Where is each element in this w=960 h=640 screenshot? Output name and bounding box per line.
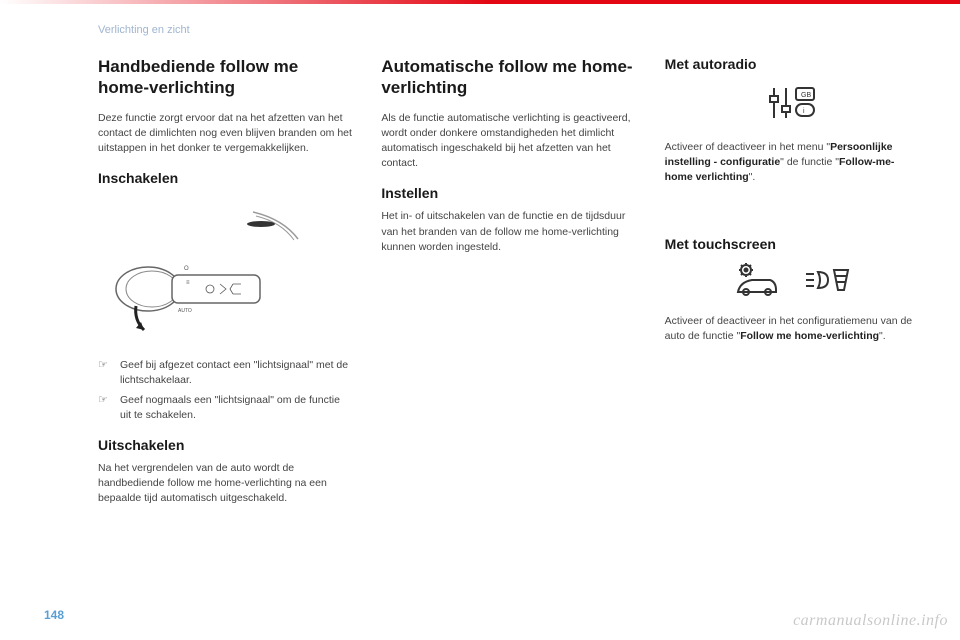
autoradio-icon-row: GB i [665,82,920,124]
pointer-icon: ☞ [98,393,120,423]
col2-body: Het in- of uitschakelen van de functie e… [381,209,636,255]
bullet-text: Geef bij afgezet contact een "lichtsigna… [120,358,353,388]
text-fragment: ". [879,330,886,342]
col1-h2-disable: Uitschakelen [98,437,353,453]
col1-h2-enable: Inschakelen [98,170,353,186]
col2-title: Automatische follow me home-verlichting [381,56,636,99]
page-number: 148 [44,608,64,622]
bullet-text: Geef nogmaals een "lichtsignaal" om de f… [120,393,353,423]
text-fragment: ". [749,171,756,183]
col3-h2-touch: Met touchscreen [665,236,920,252]
column-manual-follow-me: Handbediende follow me home-verlichting … [98,56,353,513]
col3-p1: Activeer of deactiveer in het menu "Pers… [665,140,920,186]
svg-text:O: O [184,266,189,272]
bold-fragment: Follow me home-verlichting [740,330,879,342]
col1-outro: Na het vergrendelen van de auto wordt de… [98,461,353,507]
col2-intro: Als de functie automatische verlichting … [381,111,636,172]
breadcrumb: Verlichting en zicht [98,24,190,36]
col2-h2-set: Instellen [381,185,636,201]
col1-intro: Deze functie zorgt ervoor dat na het afz… [98,111,353,157]
watermark: carmanualsonline.info [793,612,948,630]
svg-text:AUTO: AUTO [178,308,192,314]
headlight-timer-icon [804,262,850,298]
svg-text:GB: GB [801,92,811,99]
col3-p2: Activeer of deactiveer in het configurat… [665,314,920,344]
column-auto-follow-me: Automatische follow me home-verlichting … [381,56,636,513]
pointer-icon: ☞ [98,358,120,388]
column-settings: Met autoradio GB i Activeer of deactivee… [665,56,920,513]
list-item: ☞ Geef bij afgezet contact een "lichtsig… [98,358,353,388]
touchscreen-icon-row [665,262,920,298]
col1-bullets: ☞ Geef bij afgezet contact een "lichtsig… [98,358,353,423]
list-item: ☞ Geef nogmaals een "lichtsignaal" om de… [98,393,353,423]
text-fragment: Activeer of deactiveer in het menu " [665,141,830,153]
text-fragment: " de functie " [780,156,839,168]
light-stalk-diagram: O ≡ AUTO [98,194,318,344]
svg-text:≡: ≡ [186,280,190,286]
col1-title: Handbediende follow me home-verlichting [98,56,353,99]
main-content: Handbediende follow me home-verlichting … [98,56,920,513]
header-accent-bar [490,0,960,4]
col3-h2-radio: Met autoradio [665,56,920,72]
radio-sliders-icon: GB i [766,82,818,124]
header-accent-fade [0,0,490,4]
car-settings-icon [734,262,780,298]
svg-text:i: i [803,108,805,115]
